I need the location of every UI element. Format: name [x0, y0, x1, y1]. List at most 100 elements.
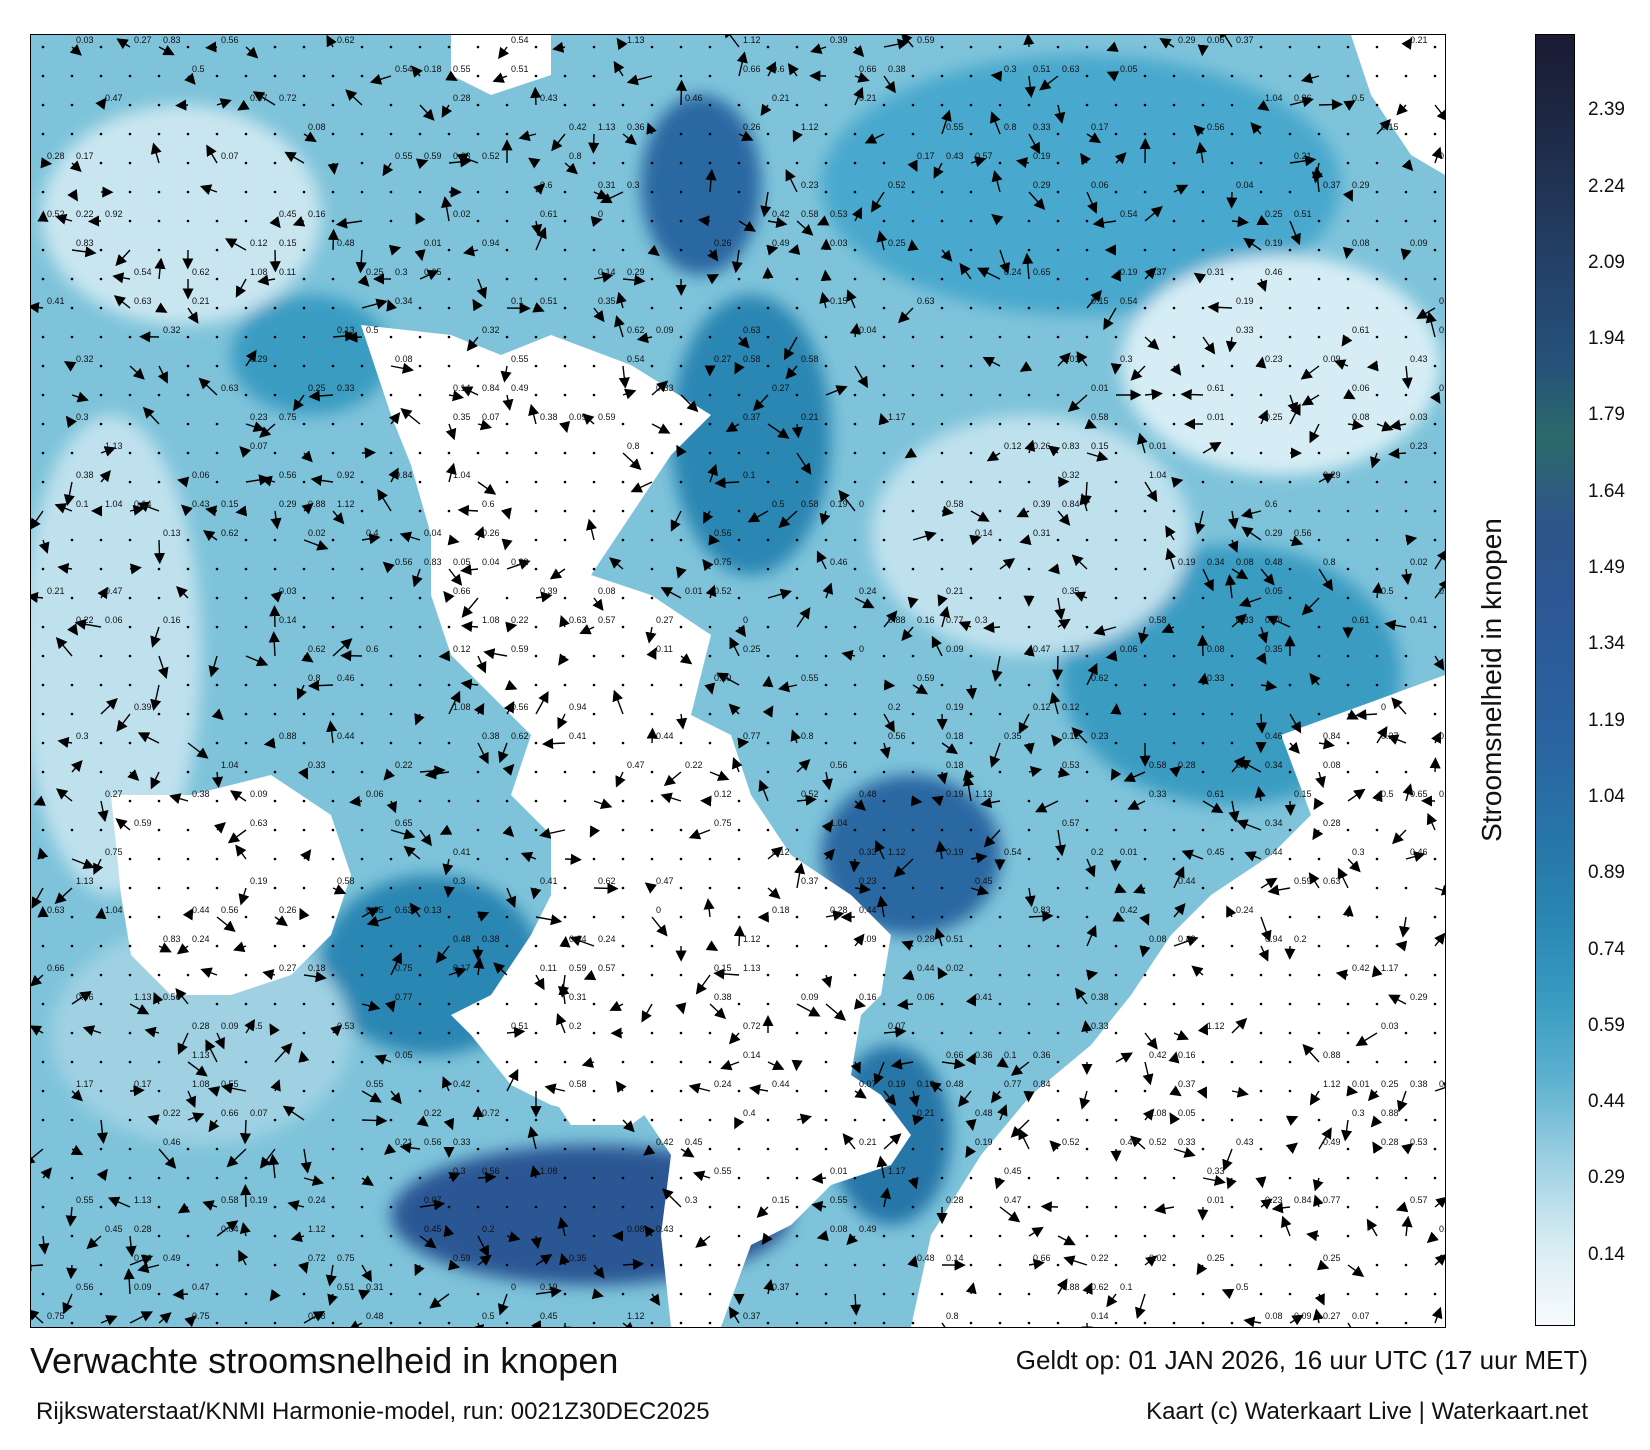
current-arrow	[703, 510, 714, 524]
calm-dot	[679, 422, 683, 426]
speed-label: 0.84	[1062, 499, 1080, 509]
calm-dot	[1027, 306, 1031, 310]
speed-label: 0.4	[366, 528, 379, 538]
current-arrow	[1333, 359, 1349, 370]
current-arrow	[1028, 191, 1046, 210]
speed-label: 0.53	[337, 1021, 355, 1031]
current-arrow	[282, 1105, 305, 1121]
speed-label: 0.84	[482, 383, 500, 393]
calm-dot	[1259, 393, 1263, 397]
calm-dot	[128, 1031, 132, 1035]
current-arrow	[651, 423, 671, 434]
current-arrow	[1019, 534, 1032, 546]
calm-dot	[157, 915, 161, 919]
speed-label: 0.08	[1207, 644, 1225, 654]
current-arrow	[155, 302, 168, 313]
current-arrow	[878, 413, 890, 426]
speed-label: 0.55	[830, 1195, 848, 1205]
current-arrow	[1018, 1127, 1030, 1150]
speed-label: 0.42	[772, 209, 790, 219]
speed-label: 0.37	[743, 1311, 761, 1321]
current-arrow	[153, 539, 166, 565]
current-arrow	[1197, 672, 1209, 686]
speed-label: 0.09	[1294, 1311, 1312, 1321]
current-arrow	[213, 822, 226, 834]
current-arrow	[300, 849, 312, 862]
calm-dot	[766, 741, 770, 745]
speed-label: 0.09	[801, 992, 819, 1002]
current-arrow	[535, 691, 549, 715]
current-arrow	[129, 1254, 154, 1266]
current-arrow	[332, 638, 353, 657]
speed-label: 0.29	[1352, 180, 1370, 190]
calm-dot	[505, 1060, 509, 1064]
speed-label: 0.56	[830, 760, 848, 770]
calm-dot	[273, 451, 277, 455]
calm-dot	[853, 393, 857, 397]
calm-dot	[563, 1147, 567, 1151]
calm-dot	[1433, 683, 1437, 687]
current-arrow	[879, 742, 891, 759]
calm-dot	[737, 1205, 741, 1209]
calm-dot	[1375, 828, 1379, 832]
current-arrow	[714, 477, 740, 489]
calm-dot	[1114, 1031, 1118, 1035]
speed-label: 0.45	[424, 1224, 442, 1234]
calm-dot	[331, 306, 335, 310]
speed-label: 0.09	[250, 789, 268, 799]
calm-dot	[1172, 219, 1176, 223]
current-arrow	[327, 1293, 339, 1306]
calm-dot	[418, 625, 422, 629]
current-arrow	[613, 60, 625, 77]
current-arrow	[763, 1278, 775, 1295]
speed-label: 0.3	[76, 731, 89, 741]
calm-dot	[621, 509, 625, 513]
speed-label: 0.8	[1004, 122, 1017, 132]
colorbar-tick-label: 0.14	[1588, 1243, 1625, 1265]
current-arrow	[303, 1311, 326, 1324]
calm-dot	[969, 741, 973, 745]
current-arrow	[842, 1133, 856, 1150]
speed-label: 0.65	[1410, 789, 1428, 799]
calm-dot	[331, 422, 335, 426]
current-arrow	[390, 1090, 402, 1105]
speed-label: 0.33	[1033, 122, 1051, 132]
current-arrow	[1347, 1264, 1365, 1277]
calm-dot	[99, 654, 103, 658]
calm-dot	[99, 364, 103, 368]
calm-dot	[1172, 306, 1176, 310]
current-arrow	[626, 74, 653, 86]
current-arrow	[1434, 932, 1445, 947]
speed-label: 0.94	[482, 238, 500, 248]
current-arrow	[1280, 1215, 1292, 1237]
speed-label: 0.88	[1381, 1108, 1399, 1118]
current-arrow	[1342, 189, 1353, 202]
current-arrow	[1165, 525, 1176, 541]
speed-label: 0.03	[1410, 412, 1428, 422]
calm-dot	[1317, 1118, 1321, 1122]
calm-dot	[679, 480, 683, 484]
speed-label: 0.51	[946, 934, 964, 944]
calm-dot	[505, 1147, 509, 1151]
calm-dot	[302, 480, 306, 484]
calm-dot	[1288, 364, 1292, 368]
speed-label: 0.12	[453, 644, 471, 654]
speed-label: 0.53	[1062, 760, 1080, 770]
calm-dot	[1027, 1292, 1031, 1296]
calm-dot	[1375, 480, 1379, 484]
calm-dot	[186, 886, 190, 890]
speed-label: 0.29	[1265, 528, 1283, 538]
current-arrow	[876, 230, 888, 251]
calm-dot	[679, 45, 683, 49]
current-arrow	[1255, 356, 1267, 369]
calm-dot	[1317, 625, 1321, 629]
map-subtitle: Rijkswaterstaat/KNMI Harmonie-model, run…	[36, 1398, 710, 1425]
speed-label: 0.61	[1352, 615, 1370, 625]
calm-dot	[708, 161, 712, 165]
calm-dot	[360, 1060, 364, 1064]
current-arrow	[902, 969, 915, 981]
speed-label: 0.44	[656, 731, 674, 741]
current-arrow	[448, 690, 461, 715]
calm-dot	[41, 480, 45, 484]
speed-label: 1.12	[743, 934, 761, 944]
